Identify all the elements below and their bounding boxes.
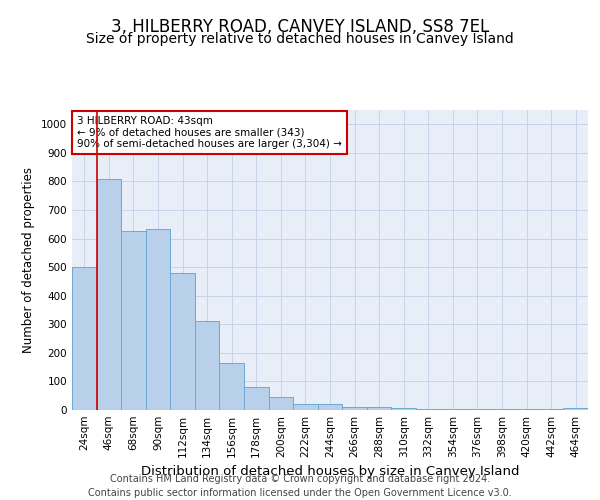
Bar: [293, 404, 318, 410]
Bar: [244, 386, 269, 410]
Text: Size of property relative to detached houses in Canvey Island: Size of property relative to detached ho…: [86, 32, 514, 46]
Bar: [563, 408, 588, 410]
Bar: [195, 322, 220, 410]
Bar: [170, 273, 195, 410]
Bar: [416, 408, 440, 410]
Bar: [146, 228, 170, 410]
Bar: [121, 232, 146, 410]
Text: 3 HILBERRY ROAD: 43sqm
← 9% of detached houses are smaller (343)
90% of semi-det: 3 HILBERRY ROAD: 43sqm ← 9% of detached …: [77, 116, 342, 149]
Bar: [391, 408, 416, 410]
Y-axis label: Number of detached properties: Number of detached properties: [22, 167, 35, 353]
Text: Contains HM Land Registry data © Crown copyright and database right 2024.
Contai: Contains HM Land Registry data © Crown c…: [88, 474, 512, 498]
Bar: [465, 409, 490, 410]
X-axis label: Distribution of detached houses by size in Canvey Island: Distribution of detached houses by size …: [141, 466, 519, 478]
Bar: [342, 406, 367, 410]
Bar: [269, 397, 293, 410]
Bar: [72, 267, 97, 410]
Bar: [220, 363, 244, 410]
Bar: [440, 408, 465, 410]
Text: 3, HILBERRY ROAD, CANVEY ISLAND, SS8 7EL: 3, HILBERRY ROAD, CANVEY ISLAND, SS8 7EL: [111, 18, 489, 36]
Bar: [318, 404, 342, 410]
Bar: [367, 407, 391, 410]
Bar: [97, 178, 121, 410]
Bar: [490, 408, 514, 410]
